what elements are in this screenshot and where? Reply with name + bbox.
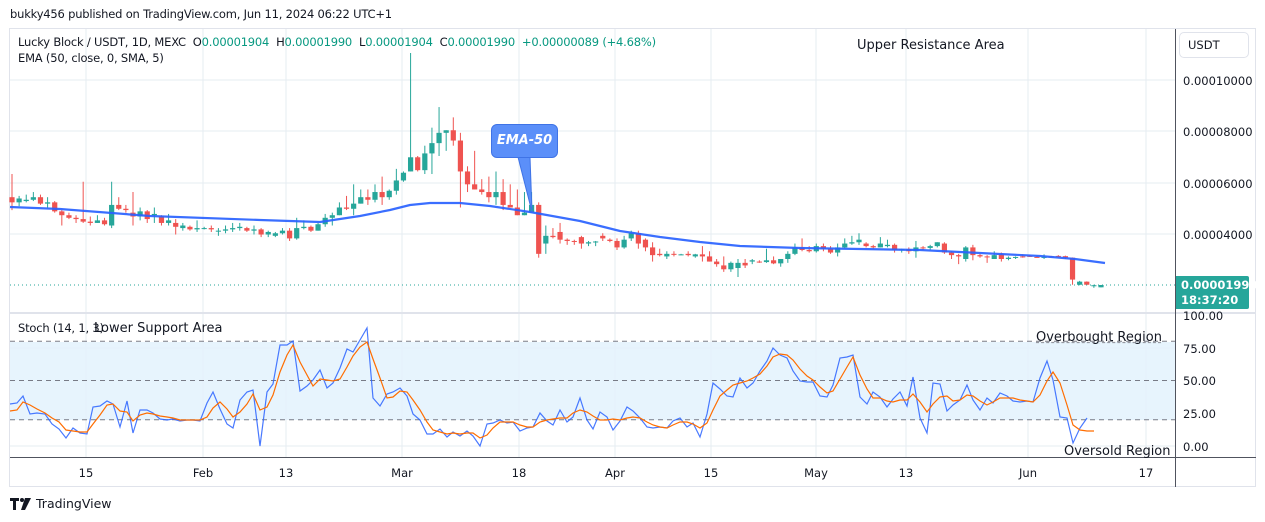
stoch-d-line xyxy=(9,341,1094,439)
change-value: +0.00000089 (+4.68%) xyxy=(521,35,656,49)
close-label: C xyxy=(439,35,448,49)
ema-50-line xyxy=(9,201,1106,265)
stoch-tick: 100.00 xyxy=(1183,309,1224,323)
stoch-indicator-legend[interactable]: Stoch (14, 1, 3) xyxy=(18,321,104,335)
upper-resistance-label[interactable]: Upper Resistance Area xyxy=(857,38,1005,53)
ema-callout[interactable]: EMA-50 xyxy=(491,124,558,158)
tradingview-logo[interactable]: TradingView xyxy=(10,496,112,511)
date-tick: 13 xyxy=(278,466,294,480)
lower-support-label[interactable]: Lower Support Area xyxy=(94,321,223,336)
stoch-tick: 0.00 xyxy=(1183,440,1209,454)
bar-countdown: 18:37:20 xyxy=(1181,293,1239,307)
stoch-tick: 75.00 xyxy=(1183,342,1216,356)
symbol-name: Lucky Block / USDT, 1D, MEXC xyxy=(18,35,186,49)
publisher-line: bukky456 published on TradingView.com, J… xyxy=(10,7,392,21)
date-tick: Feb xyxy=(192,466,214,480)
candlestick-series xyxy=(9,52,1104,288)
date-tick: 13 xyxy=(898,466,914,480)
last-price-badge: 0.00001990 18:37:20 xyxy=(1176,276,1258,309)
tradingview-brand: TradingView xyxy=(36,496,112,511)
open-label: O xyxy=(192,35,202,49)
date-tick: Mar xyxy=(391,466,413,480)
date-tick: Jun xyxy=(1019,466,1037,480)
price-tick: 0.00004000 xyxy=(1183,228,1253,242)
last-price-value: 0.00001990 xyxy=(1181,278,1258,292)
date-tick: May xyxy=(804,466,828,480)
stoch-tick: 50.00 xyxy=(1183,374,1216,388)
date-tick: Apr xyxy=(605,466,625,480)
open-value: 0.00001904 xyxy=(201,35,270,49)
stoch-band-fill xyxy=(10,342,1175,420)
price-tick: 0.00006000 xyxy=(1183,177,1253,191)
price-tick: 0.00010000 xyxy=(1183,74,1253,88)
date-tick: 17 xyxy=(1138,466,1154,480)
low-label: L xyxy=(358,35,366,49)
high-value: 0.00001990 xyxy=(284,35,353,49)
currency-button[interactable]: USDT xyxy=(1179,32,1249,58)
date-tick: 15 xyxy=(78,466,94,480)
oversold-label[interactable]: Oversold Region xyxy=(1064,444,1171,459)
ema-callout-pointer xyxy=(517,156,533,213)
close-value: 0.00001990 xyxy=(447,35,515,49)
date-tick: 18 xyxy=(511,466,527,480)
date-tick: 15 xyxy=(703,466,719,480)
tradingview-logo-icon xyxy=(10,497,31,510)
ema-indicator-legend[interactable]: EMA (50, close, 0, SMA, 5) xyxy=(18,51,164,65)
low-value: 0.00001904 xyxy=(365,35,433,49)
symbol-legend[interactable]: Lucky Block / USDT, 1D, MEXC O0.00001904… xyxy=(18,34,656,51)
stoch-tick: 25.00 xyxy=(1183,407,1216,421)
price-tick: 0.00008000 xyxy=(1183,125,1253,139)
overbought-label[interactable]: Overbought Region xyxy=(1036,330,1162,345)
high-label: H xyxy=(276,35,285,49)
chart-frame xyxy=(9,28,1256,487)
